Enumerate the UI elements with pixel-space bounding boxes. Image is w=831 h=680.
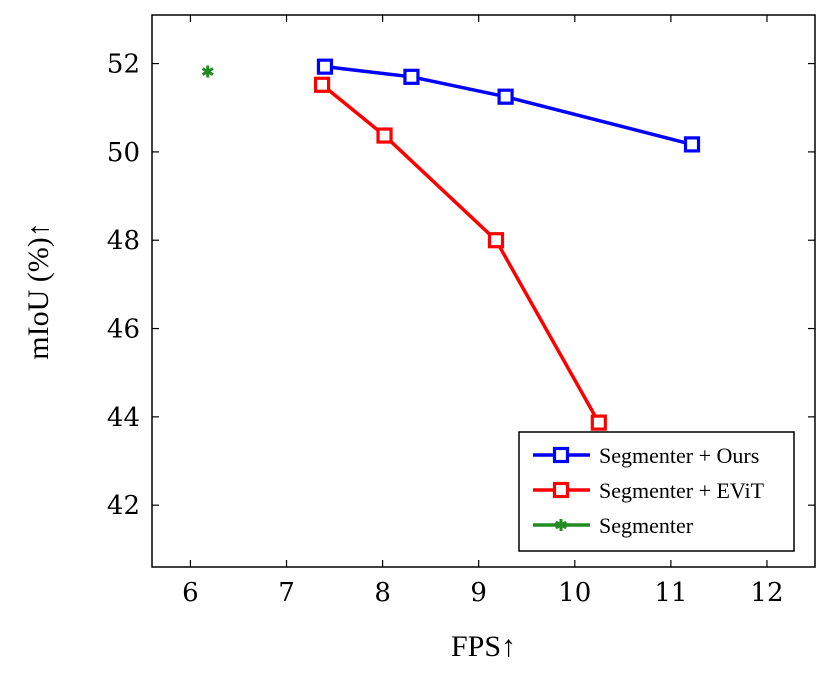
segmenter-evit-series-line	[320, 83, 601, 424]
legend-marker	[555, 519, 567, 531]
x-tick-label: 6	[182, 578, 199, 608]
legend: Segmenter + Ours Segmenter + EViT Segmente…	[518, 431, 795, 552]
legend-marker	[552, 446, 570, 464]
segmenter-evit-data-point	[313, 76, 331, 93]
segmenter-evit-data-point	[487, 232, 505, 249]
x-tick-label: 12	[750, 578, 783, 608]
segmenter-evit-data-point	[590, 414, 607, 431]
legend-label: Segmenter	[599, 513, 694, 538]
x-tick-label: 9	[470, 578, 487, 608]
x-tick-label: 11	[654, 578, 687, 608]
segmenter-ours-series-line	[324, 64, 693, 147]
legend-item: Segmenter + EViT	[533, 478, 765, 503]
segmenter-data-point	[201, 65, 214, 78]
legend-label: Segmenter + EViT	[599, 478, 765, 503]
x-tick-label: 10	[558, 578, 591, 608]
legend-label: Segmenter + Ours	[599, 443, 759, 468]
y-axis-label: mIoU (%)↑	[22, 222, 55, 359]
y-tick-label: 48	[107, 226, 140, 256]
x-axis-label: FPS↑	[451, 630, 516, 663]
legend-item: Segmenter + Ours	[533, 443, 759, 468]
y-axis-ticks: 42 44 46 48 50 52	[107, 50, 815, 521]
y-tick-label: 42	[107, 491, 140, 521]
legend-marker	[552, 481, 570, 499]
segmenter-ours-data-point	[497, 88, 514, 105]
y-tick-label: 52	[107, 50, 140, 80]
y-tick-label: 44	[107, 403, 140, 433]
y-tick-label: 46	[107, 315, 140, 345]
segmenter-ours-data-point	[403, 68, 420, 85]
segmenter-ours-data-point	[316, 58, 334, 75]
plot-frame	[151, 14, 816, 568]
legend-item: Segmenter	[533, 513, 694, 538]
y-tick-label: 50	[107, 138, 140, 168]
x-tick-label: 7	[278, 578, 295, 608]
x-axis-ticks: 6 7 8 9 10 11 12	[182, 15, 784, 608]
x-tick-label: 8	[374, 578, 391, 608]
segmenter-evit-data-point	[376, 127, 393, 144]
plot-area	[201, 58, 701, 431]
segmenter-ours-data-point	[683, 136, 701, 153]
